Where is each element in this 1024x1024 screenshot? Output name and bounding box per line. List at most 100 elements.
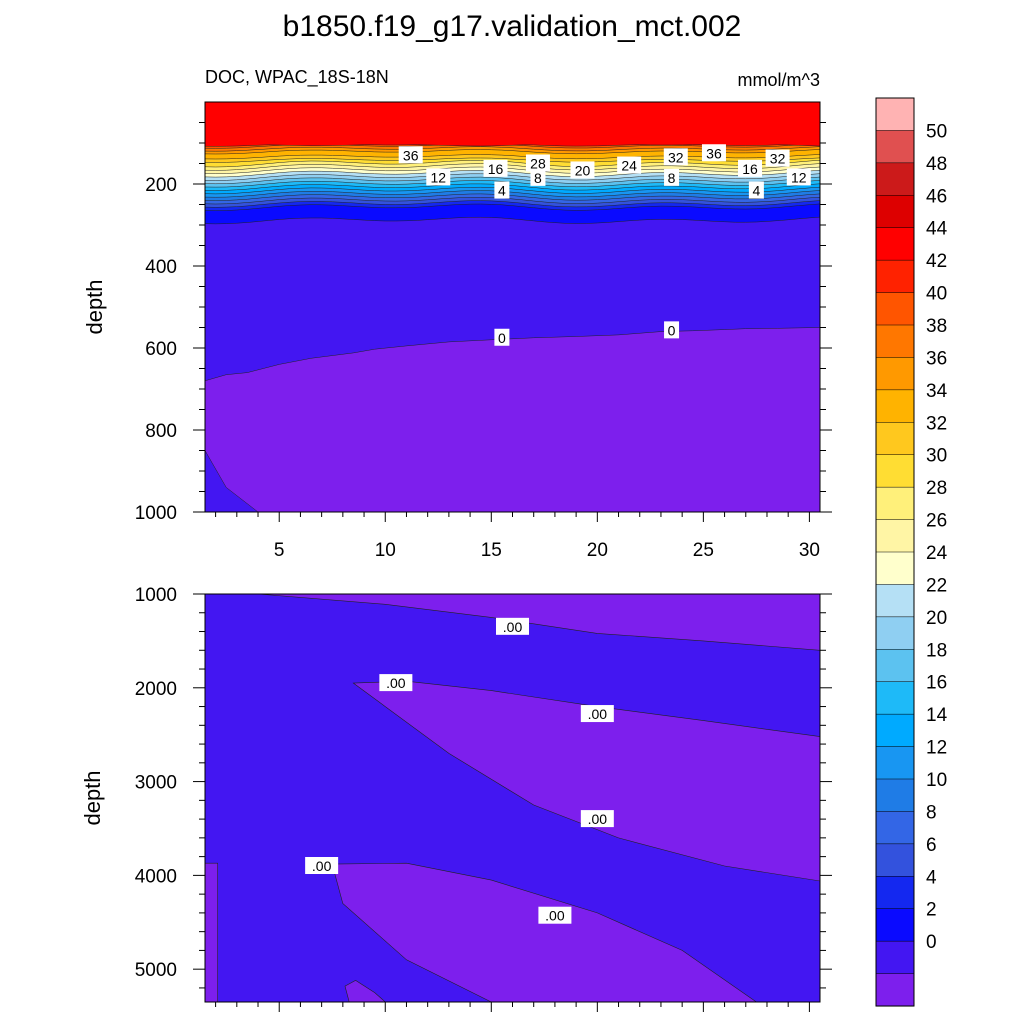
svg-text:0: 0 xyxy=(668,322,676,338)
contour-label: 36 xyxy=(701,144,726,162)
colorbar-label: 44 xyxy=(926,219,948,240)
colorbar-label: 12 xyxy=(926,738,947,759)
colorbar-label: 42 xyxy=(926,251,947,272)
colorbar-label: 16 xyxy=(926,673,947,694)
x-tick-label: 25 xyxy=(693,540,714,561)
upper-y-axis-label: depth xyxy=(82,279,107,334)
contour-label: 32 xyxy=(765,149,790,167)
svg-text:.00: .00 xyxy=(545,908,565,924)
svg-text:36: 36 xyxy=(403,147,419,163)
colorbar-label: 36 xyxy=(926,348,947,369)
colorbar-swatch xyxy=(875,519,915,553)
y-tick-label: 400 xyxy=(145,257,177,278)
colorbar-swatch xyxy=(875,259,915,294)
lower-panel: .00 .00 .00 .00 .00 .00 1000 2000 3000 4000 5000 de… xyxy=(80,585,832,1012)
colorbar-label: 26 xyxy=(926,511,947,532)
contour-label: 24 xyxy=(617,156,642,174)
colorbar-label: 8 xyxy=(926,802,937,823)
svg-text:12: 12 xyxy=(791,169,807,185)
contour-fill-lower-speck xyxy=(344,980,386,1002)
y-tick-label: 2000 xyxy=(135,679,177,700)
y-tick-label: 200 xyxy=(145,175,177,196)
colorbar-swatch xyxy=(875,584,915,618)
contour-fill-surface xyxy=(205,102,820,147)
contour-label: 12 xyxy=(426,168,451,186)
contour-label: .00 xyxy=(538,906,572,924)
variable-label: DOC, WPAC_18S-18N xyxy=(205,67,389,88)
svg-text:36: 36 xyxy=(706,145,722,161)
svg-text:.00: .00 xyxy=(312,858,332,874)
colorbar-swatch xyxy=(875,649,915,683)
y-tick-label: 5000 xyxy=(135,960,177,981)
colorbar-swatch xyxy=(875,422,915,456)
contour-fill-lower-bot xyxy=(331,862,757,1002)
colorbar-swatch xyxy=(875,616,915,650)
colorbar-swatch xyxy=(875,876,915,910)
colorbar-label: 14 xyxy=(926,705,948,726)
colorbar-label: 40 xyxy=(926,284,947,305)
lower-y-axis-label: depth xyxy=(80,770,105,825)
colorbar-swatch xyxy=(875,713,915,748)
x-tick-label: 15 xyxy=(481,540,502,561)
colorbar-swatch xyxy=(875,746,915,780)
contour-label: .00 xyxy=(496,617,529,635)
svg-text:.00: .00 xyxy=(588,811,608,827)
contour-fill-corner xyxy=(205,449,259,512)
colorbar-label: 20 xyxy=(926,608,947,629)
colorbar-swatch xyxy=(875,681,915,715)
x-tick-label: 20 xyxy=(587,540,608,561)
svg-text:8: 8 xyxy=(668,170,676,186)
contour-label: .00 xyxy=(580,810,614,828)
colorbar-label: 18 xyxy=(926,640,947,661)
contour-label: 8 xyxy=(664,168,680,186)
colorbar-swatch xyxy=(875,195,915,229)
colorbar-swatch xyxy=(875,357,915,391)
colorbar-label: 10 xyxy=(926,770,947,791)
contour-label: 16 xyxy=(738,159,763,177)
contour-label: 12 xyxy=(786,168,811,186)
colorbar-swatch xyxy=(875,973,915,1007)
units-label: mmol/m^3 xyxy=(738,70,820,90)
x-tick-label: 5 xyxy=(274,540,285,561)
y-tick-label: 800 xyxy=(145,421,177,442)
y-tick-label: 3000 xyxy=(135,773,177,794)
contour-label: 20 xyxy=(570,161,595,179)
svg-text:8: 8 xyxy=(534,170,542,186)
colorbar-swatch xyxy=(875,162,915,196)
colorbar-swatch xyxy=(875,940,915,975)
svg-text:32: 32 xyxy=(668,149,684,165)
contour-label: 4 xyxy=(748,181,764,199)
colorbar-swatch xyxy=(875,811,915,845)
svg-text:.00: .00 xyxy=(588,706,608,722)
colorbar-label: 28 xyxy=(926,478,947,499)
colorbar-label: 46 xyxy=(926,186,947,207)
colorbar-swatch xyxy=(875,778,915,812)
y-tick-label: 600 xyxy=(145,339,177,360)
contour-label: 32 xyxy=(663,148,688,166)
colorbar-swatch xyxy=(875,389,915,423)
colorbar-swatch xyxy=(875,454,915,488)
colorbar-swatch xyxy=(875,551,915,585)
contour-label: 8 xyxy=(530,168,546,186)
contour-label: 28 xyxy=(525,154,550,172)
contour-label: 0 xyxy=(664,321,680,339)
colorbar-label: 6 xyxy=(926,835,937,856)
contour-label: .00 xyxy=(379,674,413,692)
colorbar: 5048464442403836343230282624222018161412… xyxy=(875,97,948,1007)
x-tick-label: 30 xyxy=(799,540,820,561)
colorbar-swatch xyxy=(875,97,915,131)
svg-text:24: 24 xyxy=(621,158,637,174)
svg-text:16: 16 xyxy=(742,161,758,177)
svg-text:32: 32 xyxy=(770,151,786,167)
y-tick-label: 1000 xyxy=(135,585,177,606)
colorbar-swatch xyxy=(875,227,915,261)
svg-text:16: 16 xyxy=(488,161,504,177)
colorbar-label: 48 xyxy=(926,154,947,175)
colorbar-label: 22 xyxy=(926,575,947,596)
colorbar-label: 34 xyxy=(926,381,948,402)
colorbar-label: 24 xyxy=(926,543,948,564)
colorbar-swatch xyxy=(875,324,915,358)
colorbar-label: 4 xyxy=(926,867,937,888)
